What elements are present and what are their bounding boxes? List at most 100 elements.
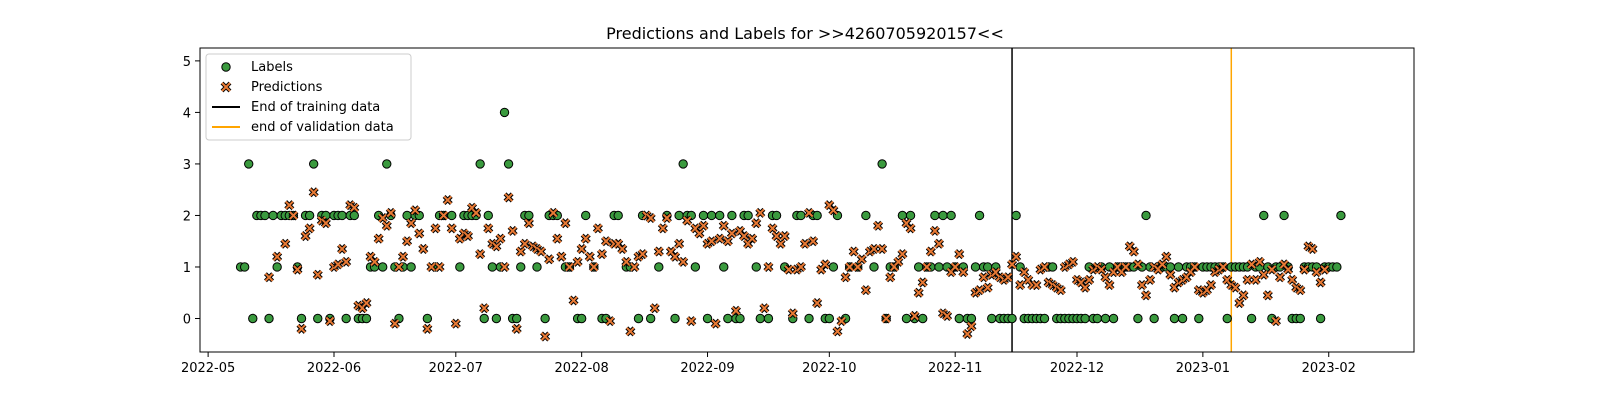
label-point <box>503 159 514 169</box>
prediction-point <box>1262 290 1273 301</box>
prediction-point-fill <box>289 211 298 220</box>
label-point <box>897 210 908 221</box>
prediction-point <box>507 225 518 236</box>
label-point <box>946 210 956 221</box>
prediction-point <box>1002 272 1013 283</box>
prediction-point <box>1299 264 1310 275</box>
prediction-point-fill <box>1015 280 1025 290</box>
prediction-point-fill <box>776 239 785 249</box>
prediction-point-fill <box>942 311 952 321</box>
prediction-point-fill <box>1105 280 1114 290</box>
label-point <box>382 159 392 169</box>
prediction-point <box>1141 290 1152 301</box>
prediction-point-fill <box>313 270 323 280</box>
prediction-point <box>670 251 681 262</box>
prediction-point <box>540 331 551 342</box>
prediction-point <box>292 264 303 275</box>
prediction-point <box>1031 280 1042 291</box>
prediction-point-fill <box>1300 265 1309 274</box>
label-point <box>576 313 587 324</box>
y-tick-label: 3 <box>183 158 191 173</box>
prediction-point <box>710 318 721 329</box>
label-point <box>645 313 656 324</box>
label-point <box>735 313 745 324</box>
prediction-point <box>536 246 547 257</box>
prediction-point <box>503 192 514 203</box>
prediction-point-fill <box>1056 285 1066 295</box>
prediction-point-fill <box>829 205 838 215</box>
prediction-point-fill <box>764 262 773 272</box>
prediction-point <box>897 249 908 260</box>
prediction-point <box>1218 261 1229 272</box>
prediction-point-fill <box>297 324 306 334</box>
prediction-point-fill <box>1247 260 1256 269</box>
label-point <box>1246 313 1257 324</box>
prediction-point-fill <box>565 262 574 272</box>
prediction-point-fill <box>272 252 282 261</box>
prediction-point <box>726 228 737 239</box>
prediction-point <box>860 285 871 296</box>
prediction-point-fill <box>1040 262 1049 272</box>
label-point <box>702 313 713 324</box>
prediction-point <box>812 298 823 309</box>
prediction-point <box>625 326 636 337</box>
prediction-point <box>917 277 928 288</box>
prediction-point-fill <box>325 316 335 326</box>
plot-area <box>235 48 1346 352</box>
prediction-point <box>1230 282 1241 293</box>
prediction-point <box>324 316 335 327</box>
prediction-point <box>349 202 360 213</box>
x-axis: 2022-05 2022-06 2022-07 2022-08 2022-09 2022-… <box>181 352 1356 376</box>
prediction-point <box>264 272 275 283</box>
prediction-point <box>808 236 819 247</box>
prediction-point <box>832 326 843 337</box>
prediction-point-fill <box>662 213 672 223</box>
prediction-point-fill <box>1316 278 1325 287</box>
prediction-point-fill <box>979 272 988 282</box>
label-point <box>751 262 761 272</box>
legend: Labels Predictions End of training data … <box>205 53 412 141</box>
prediction-point-fill <box>605 316 615 326</box>
prediction-point-fill <box>427 262 436 272</box>
prediction-point <box>1319 264 1330 275</box>
prediction-point-fill <box>731 306 741 316</box>
prediction-point-fill <box>1235 298 1244 308</box>
prediction-point <box>385 207 396 218</box>
label-point <box>516 262 526 272</box>
prediction-point <box>1067 256 1078 267</box>
label-point <box>743 210 753 221</box>
label-point <box>974 210 985 221</box>
prediction-point-fill <box>885 272 895 282</box>
prediction-point <box>483 223 494 234</box>
prediction-point <box>694 228 705 239</box>
prediction-point <box>1307 243 1318 254</box>
prediction-point-fill <box>1101 272 1110 282</box>
prediction-point-fill <box>544 254 554 264</box>
prediction-point <box>982 282 993 293</box>
legend-labels-marker <box>221 62 231 72</box>
prediction-point-fill <box>894 257 903 267</box>
prediction-point <box>933 238 944 249</box>
prediction-point <box>771 231 782 242</box>
label-point <box>674 210 684 221</box>
label-point <box>670 313 680 324</box>
x-tick-label: 2022-06 <box>307 361 361 376</box>
prediction-point-fill <box>1133 260 1143 269</box>
prediction-point-fill <box>626 327 635 336</box>
label-point <box>905 210 916 221</box>
prediction-point-fill <box>370 257 379 267</box>
prediction-point <box>795 261 806 272</box>
prediction-point <box>755 207 766 218</box>
label-point <box>1177 313 1188 324</box>
prediction-point-fill <box>1296 285 1305 295</box>
prediction-point <box>430 223 441 234</box>
prediction-point <box>954 249 965 260</box>
prediction-point <box>629 261 640 272</box>
label-point <box>930 210 940 221</box>
label-point <box>296 313 307 324</box>
prediction-point-fill <box>414 229 424 238</box>
prediction-point <box>722 236 733 247</box>
prediction-point-fill <box>504 193 513 202</box>
prediction-point <box>564 261 575 272</box>
x-tick-label: 2022-05 <box>181 361 235 376</box>
